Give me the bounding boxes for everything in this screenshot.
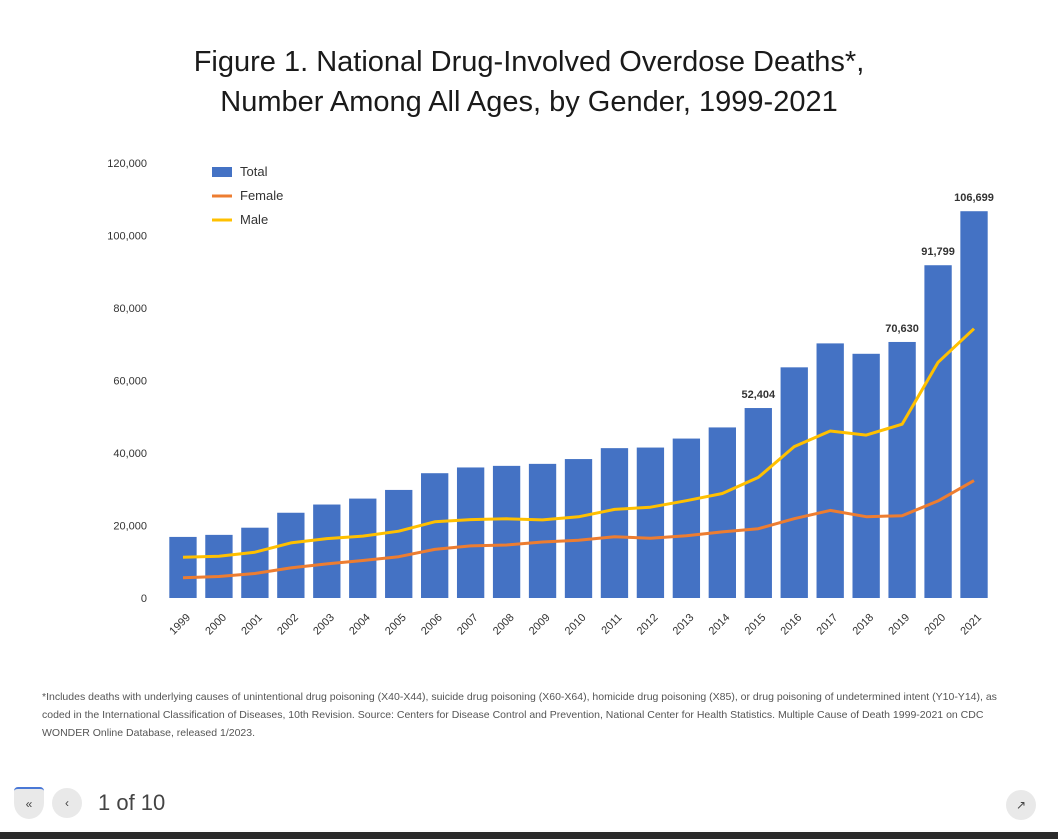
bar-total-2014 bbox=[708, 427, 736, 598]
x-tick-label: 2014 bbox=[707, 612, 733, 638]
bar-total-2009 bbox=[528, 463, 557, 598]
bar-total-2002 bbox=[277, 512, 305, 598]
bar-total-2005 bbox=[385, 489, 413, 598]
data-label: 52,404 bbox=[741, 389, 776, 401]
series-line-male bbox=[182, 327, 976, 559]
x-tick-label: 2002 bbox=[275, 612, 301, 638]
x-tick-label: 2017 bbox=[815, 612, 841, 638]
bar-total-2019 bbox=[888, 341, 916, 598]
chart-title-line-2: Number Among All Ages, by Gender, 1999-2… bbox=[220, 86, 838, 118]
data-label: 91,799 bbox=[921, 246, 955, 258]
bar-total-2011 bbox=[600, 448, 629, 598]
x-tick-label: 2011 bbox=[599, 612, 624, 637]
expand-icon: ↗ bbox=[1015, 798, 1027, 812]
bar-total-2016 bbox=[780, 367, 808, 598]
x-tick-label: 2003 bbox=[311, 612, 337, 638]
legend-label-male: Male bbox=[240, 212, 268, 227]
legend-label-female: Female bbox=[240, 188, 283, 203]
y-tick-label: 20,000 bbox=[113, 521, 147, 533]
y-tick-label: 80,000 bbox=[113, 303, 147, 315]
data-labels: 52,404 70,630 91,799 106,699 bbox=[741, 192, 993, 401]
x-tick-label: 2019 bbox=[886, 612, 912, 638]
legend-swatch-total bbox=[212, 167, 232, 177]
bar-total-2004 bbox=[349, 498, 377, 598]
gender-lines bbox=[182, 327, 976, 580]
bar-total-2000 bbox=[205, 534, 233, 598]
x-tick-label: 2016 bbox=[779, 612, 805, 638]
data-label: 70,630 bbox=[885, 323, 919, 335]
x-tick-label: 2010 bbox=[563, 612, 589, 638]
bar-total-2007 bbox=[456, 467, 485, 598]
bar-total-2008 bbox=[492, 465, 521, 598]
legend-label-total: Total bbox=[240, 164, 268, 179]
series-line-female bbox=[182, 479, 975, 580]
first-page-button[interactable]: « bbox=[14, 787, 44, 819]
x-tick-label: 2004 bbox=[347, 612, 373, 638]
bar-total-2001 bbox=[241, 527, 269, 598]
page-indicator: 1 of 10 bbox=[98, 790, 166, 815]
bar-total-2006 bbox=[421, 473, 449, 598]
y-tick-label: 40,000 bbox=[113, 448, 147, 460]
x-tick-label: 2000 bbox=[203, 612, 229, 638]
bar-total-2010 bbox=[564, 459, 593, 598]
x-tick-label: 2006 bbox=[419, 612, 445, 638]
x-tick-label: 2008 bbox=[491, 612, 517, 638]
double-chevron-left-icon: « bbox=[25, 797, 33, 811]
overdose-deaths-chart: 020,00040,00060,00080,000100,000120,000 … bbox=[107, 158, 994, 638]
chevron-left-icon: ‹ bbox=[65, 796, 69, 810]
pager: « ‹ 1 of 10 bbox=[14, 786, 165, 820]
x-tick-label: 2005 bbox=[383, 612, 409, 638]
bar-total-2015 bbox=[744, 408, 772, 598]
bar-total-2013 bbox=[672, 438, 701, 598]
x-tick-label: 2021 bbox=[958, 612, 984, 638]
total-bars bbox=[169, 211, 988, 598]
bar-total-2021 bbox=[960, 211, 988, 598]
x-tick-label: 2015 bbox=[743, 612, 769, 638]
bar-total-1999 bbox=[169, 536, 197, 598]
y-tick-label: 100,000 bbox=[107, 231, 147, 243]
bar-total-2018 bbox=[852, 353, 880, 598]
chart-title: Figure 1. National Drug-Involved Overdos… bbox=[0, 42, 1058, 122]
bar-total-2020 bbox=[924, 265, 952, 598]
y-tick-label: 60,000 bbox=[113, 376, 147, 388]
bar-total-2003 bbox=[313, 504, 341, 598]
x-tick-label: 2012 bbox=[635, 612, 661, 638]
data-label: 106,699 bbox=[954, 192, 994, 204]
previous-page-button[interactable]: ‹ bbox=[52, 788, 82, 818]
y-tick-label: 120,000 bbox=[107, 158, 147, 170]
bar-total-2017 bbox=[816, 343, 844, 598]
x-tick-label: 2020 bbox=[922, 612, 948, 638]
expand-button[interactable]: ↗ bbox=[1006, 790, 1036, 820]
x-tick-label: 2009 bbox=[527, 612, 553, 638]
legend: Total Female Male bbox=[212, 164, 283, 227]
footnote: *Includes deaths with underlying causes … bbox=[42, 691, 997, 739]
x-tick-label: 2013 bbox=[671, 612, 697, 638]
y-tick-label: 0 bbox=[141, 593, 147, 605]
x-tick-label: 1999 bbox=[167, 612, 193, 638]
x-tick-label: 2007 bbox=[455, 612, 481, 638]
y-axis: 0 20,000 40,000 60,000 80,000 100,000 120,000 bbox=[107, 158, 147, 605]
chart-title-line-1: Figure 1. National Drug-Involved Overdos… bbox=[193, 46, 865, 78]
bottom-bar bbox=[0, 832, 1058, 839]
x-axis: 1999 2000 2001 2002 2003 2004 2005 2006 2007 2008… bbox=[167, 612, 984, 638]
x-tick-label: 2018 bbox=[850, 612, 876, 638]
bar-total-2012 bbox=[636, 447, 665, 598]
x-tick-label: 2001 bbox=[239, 612, 265, 638]
